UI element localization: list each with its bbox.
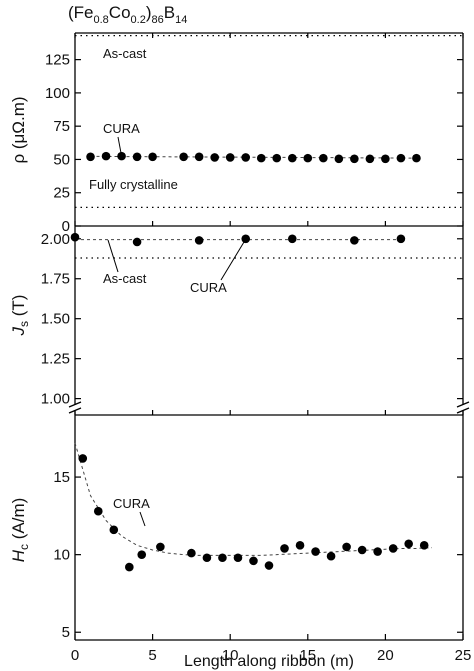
annotation-hc-cura: CURA bbox=[113, 496, 150, 511]
data-point-rho bbox=[334, 154, 344, 164]
y-axis-label-hc: Hc (A/m) bbox=[9, 498, 31, 563]
data-point-rho bbox=[365, 154, 375, 164]
y-axis-label-rho: ρ (μΩ.m) bbox=[9, 96, 28, 163]
data-point-hc bbox=[295, 541, 305, 550]
y-tick-label-js: 1.25 bbox=[41, 351, 70, 368]
data-point-rho bbox=[381, 154, 390, 164]
data-point-rho bbox=[287, 153, 297, 163]
data-point-js bbox=[396, 234, 406, 244]
data-point-rho bbox=[117, 151, 126, 161]
annotation-rho-cura-leader bbox=[117, 136, 122, 154]
data-point-hc bbox=[280, 544, 289, 553]
y-tick-label-hc: 15 bbox=[53, 469, 70, 486]
y-tick-label-rho: 75 bbox=[53, 118, 70, 135]
annotation-js-as-cast-leader bbox=[107, 239, 119, 273]
data-point-rho bbox=[396, 153, 406, 163]
data-point-hc bbox=[156, 542, 165, 552]
data-point-hc bbox=[93, 506, 103, 516]
data-point-rho bbox=[179, 152, 188, 162]
data-point-js bbox=[287, 234, 297, 244]
data-point-hc bbox=[388, 544, 398, 553]
annotation-hc-cura-leader bbox=[139, 511, 146, 527]
data-point-hc bbox=[342, 542, 351, 552]
data-point-rho bbox=[319, 153, 328, 163]
data-point-rho bbox=[350, 154, 359, 164]
data-point-hc bbox=[109, 525, 119, 535]
annotation-rho-fully-crystalline: Fully crystalline bbox=[89, 177, 178, 192]
y-tick-label-rho: 0 bbox=[62, 218, 70, 235]
data-point-js bbox=[350, 236, 359, 245]
data-point-rho bbox=[86, 152, 95, 162]
y-tick-label-js: 1.00 bbox=[41, 391, 70, 408]
y-tick-label-rho: 125 bbox=[45, 52, 70, 69]
data-point-rho bbox=[132, 152, 142, 162]
data-point-rho bbox=[241, 153, 251, 162]
data-point-hc bbox=[137, 550, 147, 559]
y-tick-label-js: 2.00 bbox=[41, 231, 70, 248]
data-point-hc bbox=[357, 545, 367, 555]
data-point-js bbox=[70, 232, 80, 242]
x-tick-label: 0 bbox=[71, 647, 79, 664]
annotation-js-as-cast: As-cast bbox=[103, 271, 147, 286]
data-point-hc bbox=[326, 551, 336, 561]
y-tick-label-js: 1.50 bbox=[41, 311, 70, 328]
data-point-rho bbox=[225, 153, 235, 162]
x-tick-label: 15 bbox=[299, 647, 316, 664]
y-tick-label-rho: 25 bbox=[53, 185, 70, 202]
y-tick-label-rho: 100 bbox=[45, 85, 70, 102]
annotation-rho-cura: CURA bbox=[103, 121, 140, 136]
data-point-hc bbox=[373, 547, 382, 556]
data-point-hc bbox=[187, 548, 196, 558]
annotation-js-cura-leader bbox=[220, 241, 245, 281]
trend-line-rho bbox=[90, 155, 417, 159]
y-tick-label-hc: 10 bbox=[53, 547, 70, 564]
x-tick-label: 10 bbox=[222, 647, 239, 664]
x-tick-label: 5 bbox=[148, 647, 156, 664]
data-point-rho bbox=[148, 152, 157, 162]
y-tick-label-js: 1.75 bbox=[41, 271, 70, 288]
data-point-rho bbox=[256, 153, 266, 163]
data-point-rho bbox=[412, 153, 421, 163]
y-tick-label-rho: 50 bbox=[53, 151, 70, 168]
data-point-rho bbox=[194, 152, 204, 162]
data-point-js bbox=[194, 236, 204, 245]
data-point-hc bbox=[125, 562, 134, 572]
data-point-js bbox=[241, 234, 251, 244]
data-point-rho bbox=[101, 151, 111, 161]
data-point-rho bbox=[303, 153, 313, 163]
x-tick-label: 25 bbox=[455, 647, 472, 664]
x-tick-label: 20 bbox=[377, 647, 394, 664]
data-point-hc bbox=[404, 539, 413, 549]
data-point-js bbox=[132, 237, 142, 247]
data-point-hc bbox=[264, 561, 274, 570]
data-point-rho bbox=[210, 153, 219, 162]
trend-line-hc bbox=[74, 442, 432, 556]
data-point-hc bbox=[202, 553, 212, 563]
data-point-rho bbox=[272, 153, 282, 163]
x-axis-label: Length along ribbon (m) bbox=[184, 653, 354, 670]
chart-title: (Fe0.8Co0.2)86B14 bbox=[68, 3, 187, 26]
data-point-hc bbox=[233, 553, 243, 563]
y-tick-label-hc: 5 bbox=[62, 624, 70, 641]
data-point-hc bbox=[419, 541, 429, 550]
data-point-hc bbox=[311, 547, 320, 556]
annotation-js-cura: CURA bbox=[190, 280, 227, 295]
y-axis-label-js: Js (T) bbox=[9, 295, 31, 337]
data-point-hc bbox=[78, 454, 88, 463]
data-point-hc bbox=[249, 556, 258, 566]
annotation-rho-as-cast: As-cast bbox=[103, 46, 147, 61]
data-point-hc bbox=[218, 553, 227, 563]
